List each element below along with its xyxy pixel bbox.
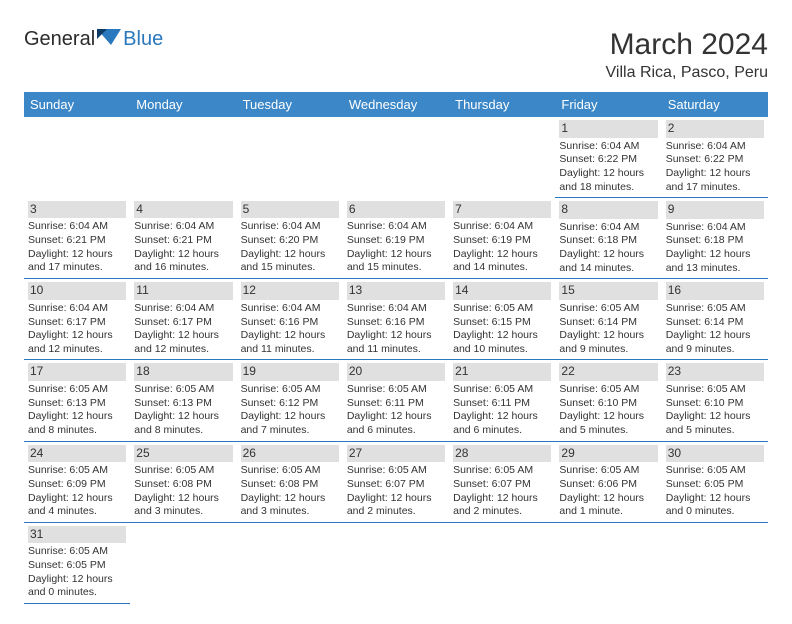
day-number: 24: [28, 445, 126, 463]
calendar-page: General Blue March 2024 Villa Rica, Pasc…: [0, 0, 792, 624]
calendar-cell: [343, 117, 449, 198]
day-number: 25: [134, 445, 232, 463]
calendar-cell: 11Sunrise: 6:04 AMSunset: 6:17 PMDayligh…: [130, 279, 236, 360]
calendar-cell: 31Sunrise: 6:05 AMSunset: 6:05 PMDayligh…: [24, 522, 130, 603]
calendar-cell: [130, 522, 236, 603]
day-number: 8: [559, 201, 657, 219]
day-number: 14: [453, 282, 551, 300]
day-number: 11: [134, 282, 232, 300]
day-number: 12: [241, 282, 339, 300]
day-number: 19: [241, 363, 339, 381]
calendar-cell: 19Sunrise: 6:05 AMSunset: 6:12 PMDayligh…: [237, 360, 343, 441]
calendar-cell: 26Sunrise: 6:05 AMSunset: 6:08 PMDayligh…: [237, 441, 343, 522]
calendar-cell: 22Sunrise: 6:05 AMSunset: 6:10 PMDayligh…: [555, 360, 661, 441]
calendar-table: SundayMondayTuesdayWednesdayThursdayFrid…: [24, 92, 768, 604]
day-number: 21: [453, 363, 551, 381]
calendar-cell: 20Sunrise: 6:05 AMSunset: 6:11 PMDayligh…: [343, 360, 449, 441]
day-number: 29: [559, 445, 657, 463]
day-number: 2: [666, 120, 764, 138]
calendar-cell: [130, 117, 236, 198]
calendar-cell: 18Sunrise: 6:05 AMSunset: 6:13 PMDayligh…: [130, 360, 236, 441]
calendar-cell: 16Sunrise: 6:05 AMSunset: 6:14 PMDayligh…: [662, 279, 768, 360]
day-number: 28: [453, 445, 551, 463]
calendar-cell: 12Sunrise: 6:04 AMSunset: 6:16 PMDayligh…: [237, 279, 343, 360]
weekday-header: Saturday: [662, 92, 768, 117]
day-number: 26: [241, 445, 339, 463]
calendar-cell: 23Sunrise: 6:05 AMSunset: 6:10 PMDayligh…: [662, 360, 768, 441]
calendar-cell: 25Sunrise: 6:05 AMSunset: 6:08 PMDayligh…: [130, 441, 236, 522]
calendar-cell: 15Sunrise: 6:05 AMSunset: 6:14 PMDayligh…: [555, 279, 661, 360]
day-number: 18: [134, 363, 232, 381]
day-number: 10: [28, 282, 126, 300]
weekday-header: Sunday: [24, 92, 130, 117]
day-number: 13: [347, 282, 445, 300]
day-number: 9: [666, 201, 764, 219]
day-number: 27: [347, 445, 445, 463]
calendar-body: 1Sunrise: 6:04 AMSunset: 6:22 PMDaylight…: [24, 117, 768, 603]
day-number: 7: [453, 201, 551, 219]
calendar-cell: 29Sunrise: 6:05 AMSunset: 6:06 PMDayligh…: [555, 441, 661, 522]
logo: General Blue: [24, 28, 163, 51]
calendar-cell: 28Sunrise: 6:05 AMSunset: 6:07 PMDayligh…: [449, 441, 555, 522]
header: General Blue March 2024 Villa Rica, Pasc…: [24, 28, 768, 82]
calendar-cell: 27Sunrise: 6:05 AMSunset: 6:07 PMDayligh…: [343, 441, 449, 522]
calendar-cell: 6Sunrise: 6:04 AMSunset: 6:19 PMDaylight…: [343, 198, 449, 279]
calendar-cell: [449, 522, 555, 603]
weekday-header: Wednesday: [343, 92, 449, 117]
day-number: 16: [666, 282, 764, 300]
day-number: 6: [347, 201, 445, 219]
logo-text-2: Blue: [123, 28, 163, 51]
calendar-cell: 1Sunrise: 6:04 AMSunset: 6:22 PMDaylight…: [555, 117, 661, 198]
calendar-cell: 21Sunrise: 6:05 AMSunset: 6:11 PMDayligh…: [449, 360, 555, 441]
weekday-header: Friday: [555, 92, 661, 117]
calendar-cell: 14Sunrise: 6:05 AMSunset: 6:15 PMDayligh…: [449, 279, 555, 360]
calendar-cell: [555, 522, 661, 603]
calendar-cell: [662, 522, 768, 603]
calendar-cell: 30Sunrise: 6:05 AMSunset: 6:05 PMDayligh…: [662, 441, 768, 522]
day-number: 30: [666, 445, 764, 463]
month-title: March 2024: [606, 28, 768, 62]
calendar-header-row: SundayMondayTuesdayWednesdayThursdayFrid…: [24, 92, 768, 117]
calendar-cell: [24, 117, 130, 198]
day-number: 1: [559, 120, 657, 138]
title-area: March 2024 Villa Rica, Pasco, Peru: [606, 28, 768, 82]
calendar-cell: 13Sunrise: 6:04 AMSunset: 6:16 PMDayligh…: [343, 279, 449, 360]
calendar-cell: 2Sunrise: 6:04 AMSunset: 6:22 PMDaylight…: [662, 117, 768, 198]
calendar-cell: 3Sunrise: 6:04 AMSunset: 6:21 PMDaylight…: [24, 198, 130, 279]
calendar-cell: 17Sunrise: 6:05 AMSunset: 6:13 PMDayligh…: [24, 360, 130, 441]
weekday-header: Monday: [130, 92, 236, 117]
day-number: 31: [28, 526, 126, 544]
calendar-cell: [343, 522, 449, 603]
day-number: 22: [559, 363, 657, 381]
day-number: 3: [28, 201, 126, 219]
day-number: 20: [347, 363, 445, 381]
weekday-header: Thursday: [449, 92, 555, 117]
calendar-cell: 5Sunrise: 6:04 AMSunset: 6:20 PMDaylight…: [237, 198, 343, 279]
day-number: 15: [559, 282, 657, 300]
calendar-cell: 8Sunrise: 6:04 AMSunset: 6:18 PMDaylight…: [555, 198, 661, 279]
calendar-cell: 24Sunrise: 6:05 AMSunset: 6:09 PMDayligh…: [24, 441, 130, 522]
logo-text-1: General: [24, 28, 95, 51]
calendar-cell: [237, 117, 343, 198]
calendar-cell: 7Sunrise: 6:04 AMSunset: 6:19 PMDaylight…: [449, 198, 555, 279]
calendar-cell: 9Sunrise: 6:04 AMSunset: 6:18 PMDaylight…: [662, 198, 768, 279]
calendar-cell: 10Sunrise: 6:04 AMSunset: 6:17 PMDayligh…: [24, 279, 130, 360]
calendar-cell: [237, 522, 343, 603]
day-number: 17: [28, 363, 126, 381]
day-number: 4: [134, 201, 232, 219]
calendar-cell: 4Sunrise: 6:04 AMSunset: 6:21 PMDaylight…: [130, 198, 236, 279]
day-number: 23: [666, 363, 764, 381]
weekday-header: Tuesday: [237, 92, 343, 117]
calendar-cell: [449, 117, 555, 198]
logo-flag-icon: [97, 28, 121, 51]
location-text: Villa Rica, Pasco, Peru: [606, 64, 768, 82]
day-number: 5: [241, 201, 339, 219]
